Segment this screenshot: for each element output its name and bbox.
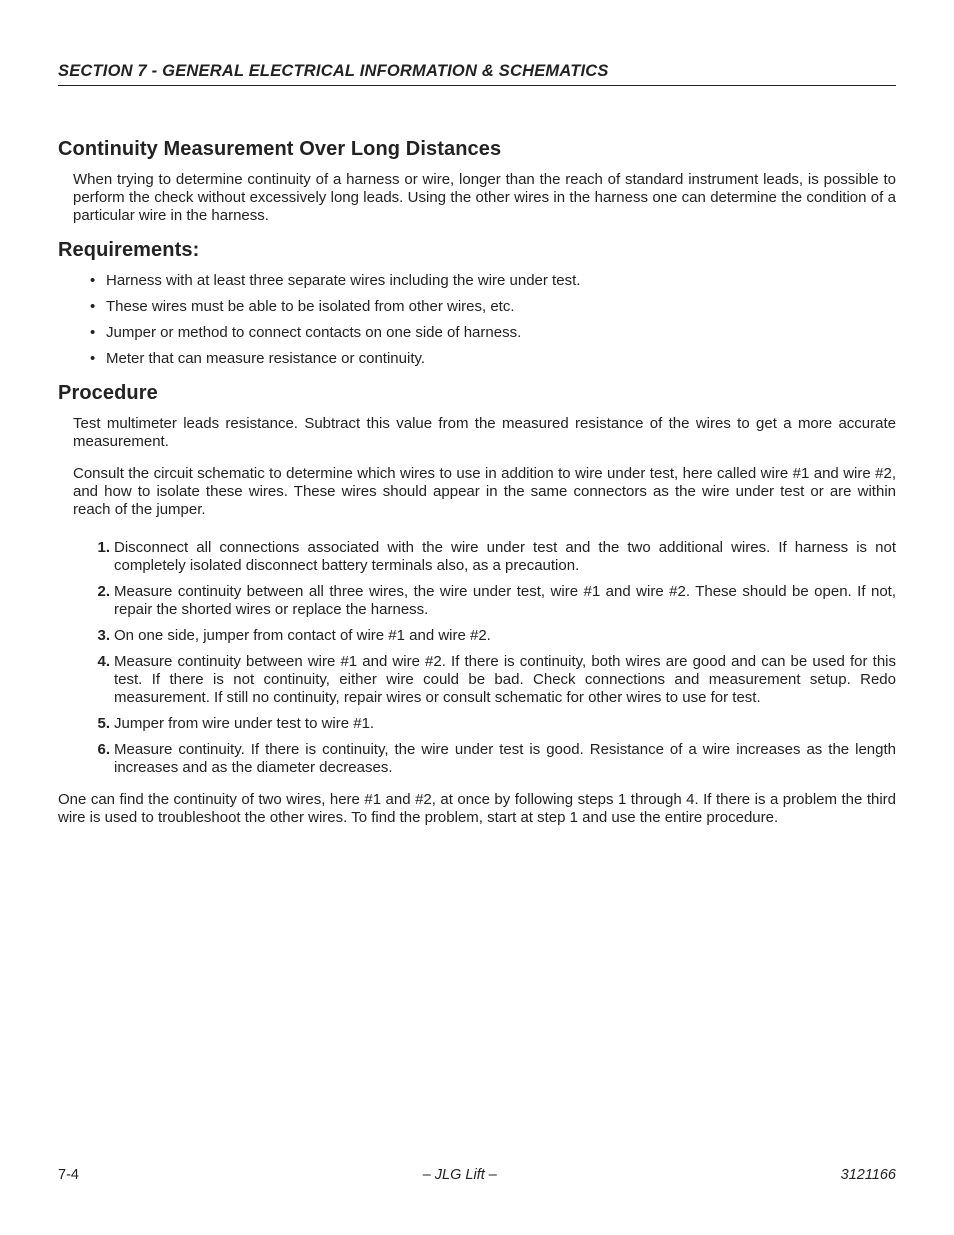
paragraph: Test multimeter leads resistance. Subtra… [73, 415, 896, 451]
heading-procedure: Procedure [58, 382, 896, 405]
footer-doc-number: 3121166 [841, 1167, 896, 1183]
footer-title: – JLG Lift – [423, 1167, 497, 1183]
heading-requirements: Requirements: [58, 239, 896, 262]
list-item: Harness with at least three separate wir… [90, 272, 896, 290]
requirements-list: Harness with at least three separate wir… [90, 272, 896, 368]
procedure-steps: Disconnect all connections associated wi… [90, 539, 896, 777]
list-item: Jumper or method to connect contacts on … [90, 324, 896, 342]
list-item: Meter that can measure resistance or con… [90, 350, 896, 368]
list-item: On one side, jumper from contact of wire… [90, 627, 896, 645]
list-item: Jumper from wire under test to wire #1. [90, 715, 896, 733]
section-header: SECTION 7 - GENERAL ELECTRICAL INFORMATI… [58, 62, 896, 86]
paragraph: One can find the continuity of two wires… [58, 791, 896, 827]
list-item: Disconnect all connections associated wi… [90, 539, 896, 575]
list-item: These wires must be able to be isolated … [90, 298, 896, 316]
page-footer: 7-4 – JLG Lift – 3121166 [58, 1167, 896, 1183]
list-item: Measure continuity. If there is continui… [90, 741, 896, 777]
list-item: Measure continuity between all three wir… [90, 583, 896, 619]
list-item: Measure continuity between wire #1 and w… [90, 653, 896, 707]
paragraph: Consult the circuit schematic to determi… [73, 465, 896, 519]
paragraph: When trying to determine continuity of a… [73, 171, 896, 225]
footer-page-number: 7-4 [58, 1167, 79, 1183]
heading-continuity: Continuity Measurement Over Long Distanc… [58, 138, 896, 161]
